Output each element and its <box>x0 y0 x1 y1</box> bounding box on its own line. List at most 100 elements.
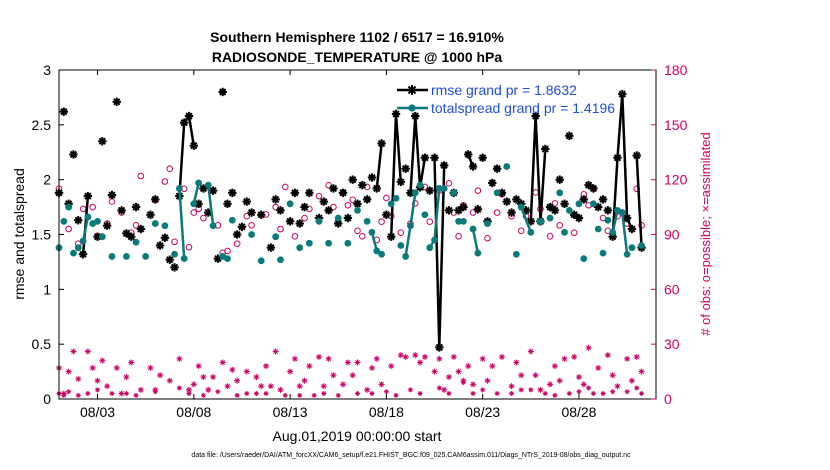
totalspread-point <box>325 239 333 247</box>
rmse-point <box>411 111 420 121</box>
y-tick-label-right: 0 <box>664 391 672 407</box>
obs-possible-point <box>455 233 462 240</box>
obs-assimilated-point <box>600 391 606 397</box>
obs-assimilated-point <box>321 391 327 397</box>
rmse-point <box>444 206 454 215</box>
totalspread-point <box>334 214 342 222</box>
rmse-point <box>271 195 280 204</box>
y-tick-label: 1.5 <box>32 227 52 243</box>
rmse-point <box>598 195 608 204</box>
rmse-point <box>464 150 473 159</box>
totalspread-point <box>565 206 573 214</box>
rmse-point <box>574 213 584 223</box>
rmse-point <box>372 184 381 193</box>
rmse-point <box>425 186 434 195</box>
rmse-point <box>290 188 300 198</box>
obs-assimilated-point <box>561 355 568 362</box>
rmse-point <box>560 199 569 208</box>
obs-assimilated-point <box>609 372 616 379</box>
rmse-point <box>550 206 560 215</box>
obs-assimilated-point <box>147 364 154 371</box>
obs-possible-point <box>469 209 477 216</box>
obs-assimilated-point <box>229 366 236 373</box>
obs-assimilated-point <box>628 377 635 384</box>
obs-assimilated-point <box>470 391 476 397</box>
obs-assimilated-point <box>315 353 322 360</box>
obs-assimilated-point <box>258 383 265 390</box>
rmse-point <box>165 255 174 264</box>
obs-assimilated-point <box>205 386 212 393</box>
obs-assimilated-point <box>551 363 558 370</box>
rmse-point <box>285 217 295 226</box>
legend-rmse-label: rmse grand pr = 1.8632 <box>431 82 577 98</box>
rmse-point <box>136 224 146 234</box>
rmse-point <box>396 177 406 187</box>
obs-assimilated-point <box>118 390 125 397</box>
obs-assimilated-point <box>190 381 197 388</box>
rmse-line-segment <box>178 122 186 197</box>
y-tick-label-right: 150 <box>664 117 688 133</box>
obs-possible-point <box>132 222 140 229</box>
totalspread-point <box>98 233 106 241</box>
obs-assimilated-point <box>450 353 457 360</box>
totalspread-point <box>180 255 188 263</box>
obs-assimilated-point <box>484 377 491 384</box>
totalspread-point <box>450 189 458 197</box>
obs-assimilated-point <box>65 368 72 375</box>
rmse-point <box>266 243 276 252</box>
obs-assimilated-point <box>421 353 428 360</box>
rmse-point <box>194 199 203 208</box>
rmse-point <box>228 188 237 198</box>
legend: rmse grand pr = 1.8632 totalspread grand… <box>397 82 615 116</box>
rmse-point <box>632 151 641 160</box>
totalspread-point <box>65 203 73 211</box>
legend-rmse-marker-icon <box>407 85 417 95</box>
obs-assimilated-point <box>244 391 250 397</box>
obs-assimilated-point <box>272 348 279 355</box>
totalspread-point <box>387 200 395 208</box>
rmse-point <box>300 202 309 212</box>
x-tick-label: 08/03 <box>80 404 115 420</box>
obs-assimilated-point <box>263 391 269 397</box>
totalspread-point <box>517 203 525 211</box>
obs-assimilated-point <box>441 386 448 393</box>
obs-assimilated-point <box>282 392 288 398</box>
totalspread-point <box>305 239 313 247</box>
obs-possible-point <box>359 233 366 240</box>
obs-assimilated-point <box>590 391 596 397</box>
rmse-point <box>420 153 430 162</box>
totalspread-point <box>277 256 284 264</box>
y-tick-label: 2 <box>43 172 51 188</box>
rmse-point <box>401 164 410 173</box>
totalspread-point <box>397 242 405 249</box>
rmse-point <box>146 210 155 219</box>
rmse-point <box>430 153 439 162</box>
rmse-point <box>319 197 328 206</box>
y-axis-label: rmse and totalspread <box>11 168 27 300</box>
rmse-point <box>459 202 468 212</box>
obs-possible-point <box>79 205 87 213</box>
footer-data-file: data file: /Users/raeder/DAI/ATM_forcXX/… <box>191 452 631 459</box>
obs-assimilated-point <box>210 374 217 381</box>
obs-assimilated-point <box>291 355 298 362</box>
totalspread-point <box>171 250 178 258</box>
rmse-point <box>618 89 627 99</box>
rmse-point <box>338 188 348 198</box>
rmse-point <box>473 205 483 214</box>
obs-assimilated-point <box>580 381 587 388</box>
obs-possible-point <box>243 212 251 220</box>
obs-assimilated-point <box>344 359 351 366</box>
obs-assimilated-point <box>113 364 120 371</box>
totalspread-point <box>527 228 535 236</box>
obs-assimilated-point <box>301 377 308 384</box>
rmse-point <box>155 241 165 250</box>
obs-assimilated-point <box>200 374 207 381</box>
totalspread-point <box>537 217 544 225</box>
rmse-point <box>242 197 251 206</box>
obs-assimilated-point <box>417 391 423 397</box>
obs-possible-point <box>301 214 308 222</box>
obs-assimilated-point <box>388 363 395 370</box>
rmse-point <box>613 153 622 162</box>
rmse-point <box>232 230 242 239</box>
